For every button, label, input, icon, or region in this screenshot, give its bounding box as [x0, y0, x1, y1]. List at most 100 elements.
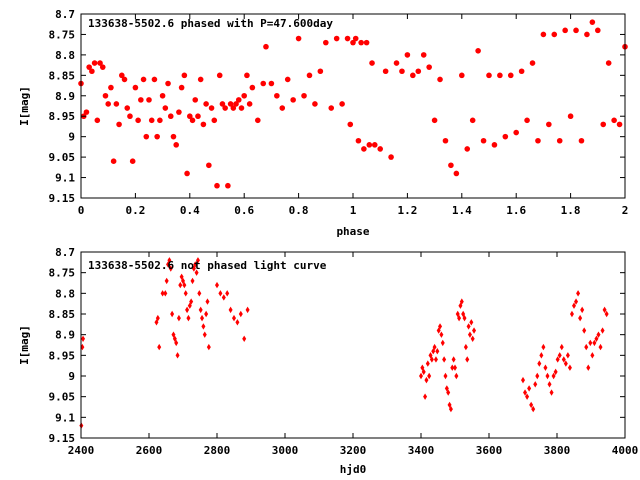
data-point: [432, 343, 437, 351]
x-axis-ticks: 0 0.2 0.4 0.6 0.8 1 1.2 1.4 1.6 1.8 2: [78, 14, 628, 217]
data-point: [525, 393, 530, 400]
data-point: [91, 60, 98, 66]
data-point: [290, 97, 296, 103]
data-point: [590, 352, 595, 359]
data-point: [616, 121, 623, 128]
data-point: [295, 35, 302, 42]
data-point: [211, 117, 218, 124]
data-point: [208, 105, 215, 111]
data-point: [424, 376, 429, 384]
data-point: [155, 314, 160, 322]
data-point: [201, 323, 206, 330]
data-point: [594, 335, 599, 342]
data-point: [244, 72, 250, 79]
data-point: [513, 129, 519, 136]
data-point: [533, 381, 538, 388]
data-point: [611, 117, 617, 124]
data-point: [573, 27, 579, 34]
data-point: [463, 343, 468, 351]
chart-title: 133638-5502.6 not phased light curve: [88, 259, 327, 272]
data-point: [605, 60, 612, 66]
data-point: [178, 281, 183, 289]
data-point: [557, 352, 562, 359]
data-point: [443, 372, 448, 380]
data-point: [187, 113, 193, 120]
data-point: [588, 339, 593, 347]
data-point: [195, 113, 201, 120]
data-point: [181, 72, 188, 79]
data-point: [198, 306, 203, 314]
data-point: [425, 360, 430, 367]
data-point: [565, 352, 570, 359]
data-point: [547, 381, 552, 388]
x-tick-label: 4000: [612, 444, 639, 457]
data-point: [563, 360, 568, 367]
data-point: [167, 113, 174, 120]
data-point: [249, 84, 256, 91]
data-point: [502, 133, 509, 140]
data-point: [466, 323, 471, 330]
data-point: [89, 68, 95, 75]
data-point: [540, 31, 547, 38]
data-point: [232, 314, 236, 322]
data-point: [238, 310, 243, 318]
data-point: [535, 372, 540, 380]
data-point: [439, 331, 444, 338]
data-point: [421, 368, 426, 376]
data-point: [431, 117, 438, 124]
data-point: [235, 97, 242, 103]
data-point: [446, 389, 451, 396]
data-point: [429, 356, 434, 363]
data-point: [457, 314, 462, 322]
y-tick-label: 8.8: [55, 287, 75, 300]
y-tick-label: 8.95: [49, 110, 76, 123]
data-point: [230, 105, 237, 111]
y-tick-label: 8.85: [49, 69, 76, 82]
data-point: [604, 310, 609, 318]
data-point: [235, 319, 240, 326]
data-point: [200, 314, 205, 322]
data-point: [189, 117, 196, 124]
data-point: [227, 101, 234, 107]
data-point: [393, 60, 400, 66]
data-point: [454, 372, 459, 380]
data-point: [556, 137, 563, 144]
x-tick-label: 0.2: [125, 204, 145, 217]
data-point: [108, 84, 114, 91]
data-point: [205, 298, 210, 305]
data-point: [602, 306, 607, 314]
data-point: [574, 298, 579, 305]
data-point: [551, 31, 558, 38]
x-axis-ticks: 2400 2600 2800 3000 3200 3400 3600 3800 4000: [68, 252, 639, 457]
data-point: [203, 101, 209, 107]
data-point: [94, 117, 101, 124]
data-point: [113, 101, 120, 107]
data-point: [194, 269, 199, 276]
data-point: [168, 265, 173, 272]
data-point: [121, 76, 128, 83]
data-point: [459, 298, 464, 305]
data-point: [215, 281, 219, 289]
data-point: [306, 72, 313, 79]
x-axis-label: phase: [336, 225, 369, 238]
data-point: [419, 372, 423, 380]
data-point: [480, 137, 487, 144]
data-point: [350, 39, 356, 46]
data-point: [527, 385, 532, 392]
data-point: [127, 113, 133, 120]
data-point: [497, 72, 503, 79]
data-point: [268, 80, 275, 87]
x-tick-label: 2800: [204, 444, 231, 457]
x-tick-label: 2400: [68, 444, 95, 457]
data-point: [355, 137, 362, 144]
y-tick-label: 8.7: [55, 8, 75, 21]
x-tick-label: 2600: [136, 444, 163, 457]
data-point: [221, 294, 226, 301]
y-tick-label: 8.85: [49, 308, 76, 321]
data-point: [102, 92, 109, 99]
unphased-light-curve-panel: 2400 2600 2800 3000 3200 3400 3600 3800 4000 8.7…: [18, 246, 638, 476]
y-axis-ticks: 8.7 8.75 8.8 8.85 8.9 8.95 9 9.05 9.1 9.15: [49, 246, 625, 445]
data-point: [472, 327, 477, 334]
x-tick-label: 3200: [340, 444, 367, 457]
data-point: [415, 68, 422, 75]
